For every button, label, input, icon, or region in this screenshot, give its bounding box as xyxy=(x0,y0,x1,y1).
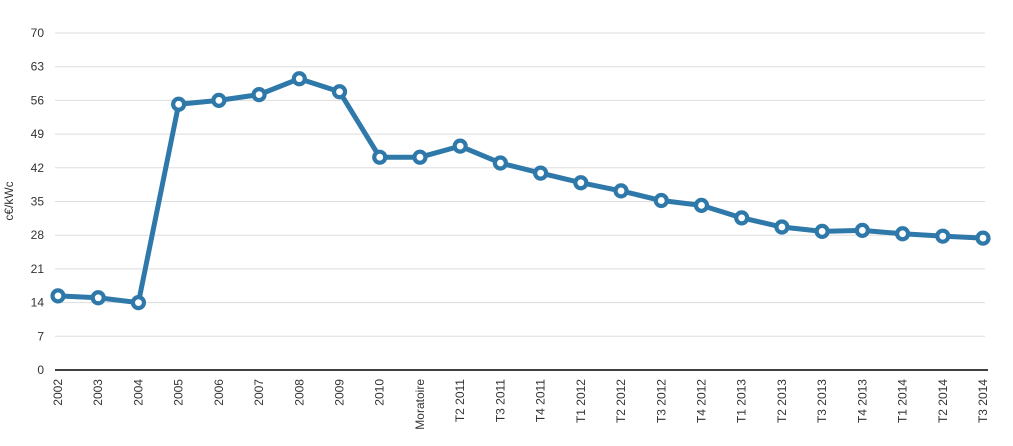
x-axis-tick-label: T4 2013 xyxy=(855,379,869,423)
x-axis-tick-label: T2 2014 xyxy=(936,379,950,423)
x-axis-tick-label: T4 2011 xyxy=(534,379,548,422)
x-axis-tick-label: 2008 xyxy=(292,379,306,406)
data-point-marker xyxy=(814,223,830,239)
data-point-marker xyxy=(492,155,508,171)
data-point-marker xyxy=(412,149,428,165)
data-point-marker xyxy=(774,219,790,235)
x-axis-tick-label: T3 2012 xyxy=(654,379,668,423)
data-point-marker xyxy=(372,149,388,165)
data-point-marker xyxy=(291,71,307,87)
x-axis-tick-label: 2003 xyxy=(91,379,105,406)
y-axis-tick-label: 0 xyxy=(37,363,44,377)
y-axis-tick-label: 42 xyxy=(31,161,45,175)
data-point-marker xyxy=(653,192,669,209)
x-axis-tick-label: 2006 xyxy=(212,379,226,406)
data-point-marker xyxy=(130,295,147,311)
x-axis-tick-label: T2 2012 xyxy=(614,379,628,423)
y-axis-tick-label: 14 xyxy=(31,296,45,310)
y-axis-tick-label: 49 xyxy=(31,127,45,141)
data-point-marker xyxy=(734,210,750,226)
data-point-marker xyxy=(452,138,468,154)
y-axis-tick-label: 21 xyxy=(31,262,45,276)
y-axis-tick-label: 56 xyxy=(31,93,45,107)
x-axis-tick-label: T1 2014 xyxy=(896,379,910,423)
x-axis-tick-label: 2002 xyxy=(51,379,65,406)
y-axis-tick-label: 63 xyxy=(31,60,45,74)
data-point-marker xyxy=(975,230,991,246)
x-axis-tick-label: 2009 xyxy=(333,379,347,406)
data-point-marker xyxy=(251,87,267,103)
data-point-marker xyxy=(331,84,348,100)
y-axis-title: c€/kWc xyxy=(2,181,16,220)
data-point-marker xyxy=(693,197,710,213)
data-point-marker xyxy=(935,228,951,244)
x-axis-tick-label: 2010 xyxy=(373,379,387,406)
data-point-marker xyxy=(894,226,911,242)
data-point-marker xyxy=(533,165,549,181)
data-point-marker xyxy=(211,92,227,109)
x-axis-tick-label: Moratoire xyxy=(413,379,427,430)
x-axis-tick-label: 2007 xyxy=(252,379,266,406)
x-axis-tick-label: 2005 xyxy=(172,379,186,406)
x-axis-tick-label: T1 2013 xyxy=(735,379,749,423)
y-axis-tick-label: 35 xyxy=(31,195,45,209)
data-point-marker xyxy=(50,288,66,304)
x-axis-tick-label: T4 2012 xyxy=(694,379,708,423)
x-axis-tick-label: T1 2012 xyxy=(574,379,588,423)
x-axis-tick-label: T3 2013 xyxy=(815,379,829,423)
data-point-marker xyxy=(854,222,870,238)
data-point-marker xyxy=(613,183,629,199)
x-axis-tick-label: T2 2011 xyxy=(453,379,467,422)
x-axis-tick-label: T3 2014 xyxy=(976,379,990,423)
data-point-marker xyxy=(171,96,187,112)
x-axis-tick-label: 2004 xyxy=(131,379,145,406)
x-axis-tick-label: T2 2013 xyxy=(775,379,789,423)
y-axis-tick-label: 28 xyxy=(31,228,45,242)
data-point-marker xyxy=(573,175,589,191)
y-axis-tick-label: 70 xyxy=(31,26,45,40)
y-axis-tick-label: 7 xyxy=(37,329,44,343)
x-axis-tick-label: T3 2011 xyxy=(493,379,507,422)
data-point-marker xyxy=(90,290,106,306)
